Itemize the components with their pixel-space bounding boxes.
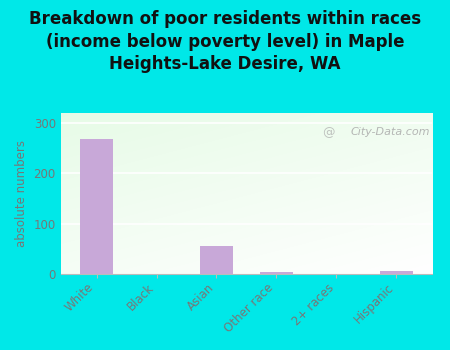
Y-axis label: absolute numbers: absolute numbers <box>15 140 28 247</box>
Text: City-Data.com: City-Data.com <box>351 127 430 137</box>
Bar <box>260 272 293 274</box>
Bar <box>80 139 113 274</box>
Bar <box>200 246 233 274</box>
Text: Breakdown of poor residents within races
(income below poverty level) in Maple
H: Breakdown of poor residents within races… <box>29 10 421 73</box>
Text: @: @ <box>322 126 334 139</box>
Bar <box>380 271 413 274</box>
